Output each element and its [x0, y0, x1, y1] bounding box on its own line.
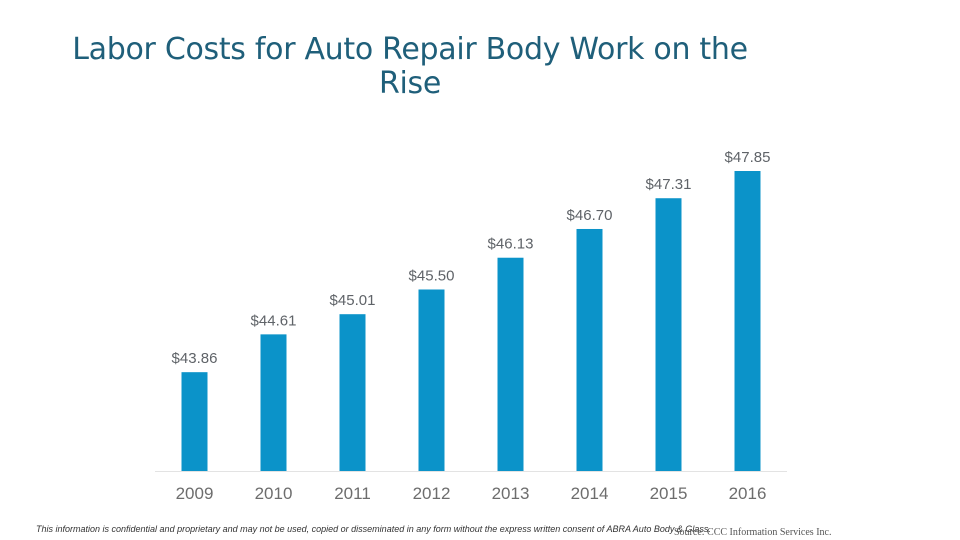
value-label-2010: $44.61 [251, 312, 297, 329]
bar-2009 [181, 372, 208, 471]
bar-2011 [339, 314, 366, 471]
x-tick-labels-group: 2009 2010 2011 2012 2013 2014 2015 2016 [176, 484, 767, 503]
value-label-2012: $45.50 [409, 267, 455, 284]
x-tick-label-2010: 2010 [255, 484, 293, 503]
x-tick-label-2014: 2014 [571, 484, 609, 503]
bar-2014 [576, 228, 603, 471]
x-tick-label-2013: 2013 [492, 484, 530, 503]
x-tick-label-2016: 2016 [729, 484, 767, 503]
x-tick-label-2015: 2015 [650, 484, 688, 503]
bar-2012 [418, 289, 445, 471]
confidentiality-footnote: This information is confidential and pro… [36, 524, 711, 534]
value-label-2016: $47.85 [725, 149, 771, 166]
value-labels-group: $43.86 $44.61 $45.01 $45.50 $46.13 $46.70 $47.… [172, 149, 771, 367]
chart-title: Labor Costs for Auto Repair Body Work on… [72, 32, 748, 101]
x-tick-label-2011: 2011 [334, 484, 371, 503]
bars-group [181, 171, 761, 471]
x-tick-label-2009: 2009 [176, 484, 214, 503]
bar-2015 [655, 198, 682, 471]
bar-2010 [260, 334, 287, 471]
value-label-2009: $43.86 [172, 350, 218, 367]
bar-2016 [734, 171, 761, 471]
value-label-2015: $47.31 [646, 176, 692, 193]
source-note: Source: CCC Information Services Inc. [674, 527, 832, 538]
value-label-2014: $46.70 [567, 207, 613, 224]
value-label-2011: $45.01 [330, 292, 376, 309]
x-tick-label-2012: 2012 [413, 484, 451, 503]
bar-2013 [497, 257, 524, 471]
value-label-2013: $46.13 [488, 236, 534, 253]
